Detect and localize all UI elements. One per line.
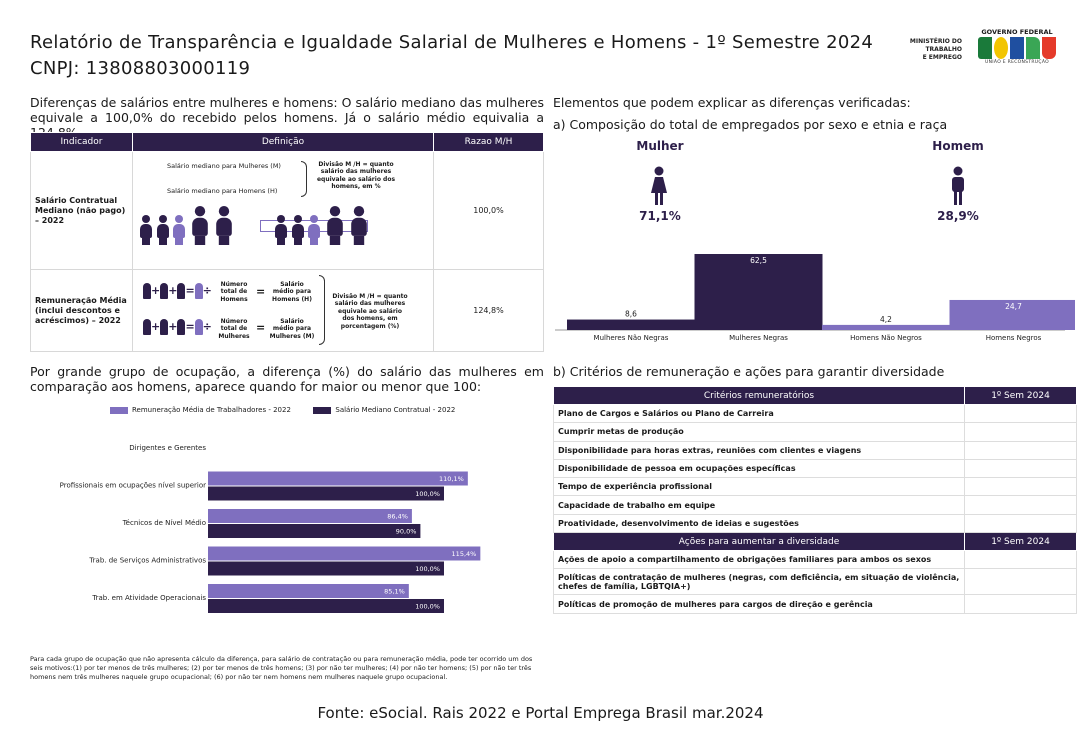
composition-bar (694, 254, 823, 330)
occupation-legend: Remuneração Média de Trabalhadores - 202… (110, 406, 455, 414)
occupation-bar (208, 599, 444, 613)
composition-bar (949, 299, 1075, 330)
female-icon (651, 166, 667, 205)
action-item: Políticas de contratação de mulheres (ne… (553, 568, 965, 596)
man-icon (307, 214, 321, 245)
criteria-item: Disponibilidade para horas extras, reuni… (553, 440, 965, 460)
th-razao: Razao M/H (433, 132, 544, 152)
composition-chart: 8,6 Mulheres Não Negras 62,5 Mulheres Negra… (555, 254, 1075, 342)
right-heading: Elementos que podem explicar as diferenç… (553, 95, 911, 110)
composition-category-label: Homens Negros (986, 334, 1042, 342)
category-label: Técnicos de Nível Médio (122, 519, 206, 527)
th-acoes: Ações para aumentar a diversidade (553, 532, 965, 552)
female-label: Mulher (636, 139, 684, 153)
category-label: Dirigentes e Gerentes (129, 444, 206, 452)
composition-value-label: 4,2 (880, 315, 892, 324)
bar-value-label: 85,1% (384, 588, 405, 596)
occupation-bar (208, 561, 444, 576)
composition-category-label: Mulheres Negras (729, 334, 788, 342)
occupation-bar (208, 486, 444, 501)
bar-value-label: 110,1% (439, 475, 464, 483)
occupation-bar (208, 509, 412, 523)
legend-swatch-remuneracao (110, 406, 128, 414)
brace (319, 274, 325, 345)
composition-bar (567, 319, 695, 330)
sum-men: + + = ÷ (143, 282, 212, 299)
title-line-1: Relatório de Transparência e Igualdade S… (30, 32, 874, 53)
criteria-item: Plano de Cargos e Salários ou Plano de C… (553, 403, 965, 424)
brace (301, 160, 307, 197)
composition-bar (822, 324, 950, 330)
bar-value-label: 100,0% (415, 490, 440, 498)
occupation-chart: Dirigentes e Gerentes Profissionais em oc… (60, 444, 481, 613)
row2-definition: + + = ÷ Número total de Homens = Salário mé… (132, 269, 434, 352)
male-icon (952, 166, 964, 205)
gov-logo-word (972, 37, 1062, 59)
occupation-footnote: Para cada grupo de ocupação que não apre… (30, 655, 533, 681)
category-label: Trab. em Atividade Operacionais (91, 594, 206, 602)
row1-name: Salário Contratual Mediano (não pago) – … (30, 151, 133, 270)
woman-icon (156, 214, 170, 245)
man-icon (350, 205, 368, 245)
female-pct: 71,1% (639, 209, 681, 223)
bar-value-label: 115,4% (452, 550, 477, 558)
woman-icon (172, 214, 186, 245)
composition-category-label: Mulheres Não Negras (594, 334, 669, 342)
bar-value-label: 100,0% (415, 565, 440, 573)
action-item: Ações de apoio a compartilhamento de obr… (553, 550, 965, 570)
criteria-item: Cumprir metas de produção (553, 422, 965, 442)
th-indicador: Indicador (30, 132, 133, 152)
criteria-item: Disponibilidade de pessoa em ocupações e… (553, 458, 965, 479)
footer-source: Fonte: eSocial. Rais 2022 e Portal Empre… (317, 704, 764, 722)
cnpj: CNPJ: 13808803000119 (30, 58, 251, 79)
woman-icon (215, 205, 233, 245)
bar-value-label: 100,0% (415, 603, 440, 611)
occupation-bar (208, 584, 409, 598)
category-label: Profissionais em ocupações nível superio… (60, 482, 206, 490)
man-icon (291, 214, 305, 245)
criteria-table: Critérios remuneratórios 1º Sem 2024 Pla… (553, 386, 1077, 614)
bar-value-label: 90,0% (396, 528, 417, 536)
gov-logo: GOVERNO FEDERAL UNIÃO E RECONSTRUÇÃO (972, 28, 1062, 72)
man-icon (274, 214, 288, 245)
criteria-item: Proatividade, desenvolvimento de ideias … (553, 513, 965, 534)
action-item: Políticas de promoção de mulheres para c… (553, 594, 965, 614)
composition-value-label: 24,7 (1005, 302, 1022, 311)
male-pct: 28,9% (937, 209, 979, 223)
composition-category-label: Homens Não Negros (850, 334, 922, 342)
ministry-logo: MINISTÉRIO DO TRABALHO E EMPREGO (909, 38, 962, 61)
sum-women: + + = ÷ (143, 318, 212, 335)
man-icon (326, 205, 344, 245)
criteria-item: Tempo de experiência profissional (553, 477, 965, 497)
male-label: Homem (932, 139, 984, 153)
category-label: Trab. de Serviços Administrativos (88, 557, 206, 565)
section-b-title: b) Critérios de remuneração e ações para… (553, 364, 945, 379)
report-title: Relatório de Transparência e Igualdade S… (30, 30, 873, 82)
section-a-title: a) Composição do total de empregados por… (553, 117, 948, 132)
row1-value: 100,0% (433, 151, 544, 270)
criteria-item: Capacidade de trabalho em equipe (553, 495, 965, 515)
th-definicao: Definição (132, 132, 434, 152)
occupation-bar (208, 471, 468, 486)
occupation-bar (208, 546, 481, 561)
th-period-2: 1º Sem 2024 (964, 532, 1077, 552)
th-period-1: 1º Sem 2024 (964, 386, 1077, 405)
legend-swatch-salario (313, 406, 332, 414)
occupation-bar (208, 524, 421, 538)
occupation-intro: Por grande grupo de ocupação, a diferenç… (30, 364, 544, 394)
woman-icon (191, 205, 209, 245)
people-row (139, 205, 370, 247)
th-criterios: Critérios remuneratórios (553, 386, 965, 405)
composition-value-label: 8,6 (625, 310, 637, 319)
row2-name: Remuneração Média (inclui descontos e ac… (30, 269, 133, 352)
row1-definition: Salário mediano para Mulheres (M) Salári… (132, 151, 434, 270)
composition-value-label: 62,5 (750, 256, 767, 265)
man-icon (139, 214, 153, 245)
indicator-table: Indicador Definição Razao M/H Salário Co… (30, 132, 544, 352)
row2-value: 124,8% (433, 269, 544, 352)
bar-value-label: 86,4% (387, 513, 408, 521)
